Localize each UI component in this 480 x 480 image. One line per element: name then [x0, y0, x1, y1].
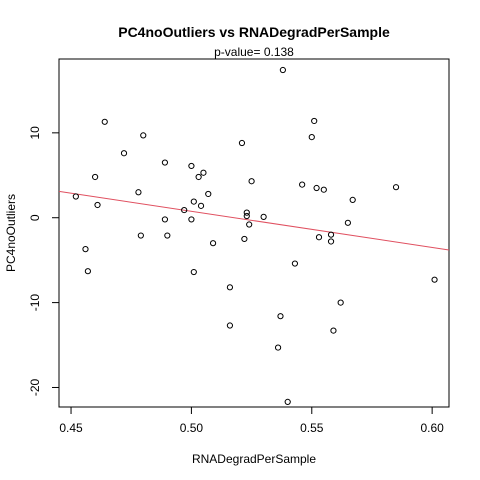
data-point	[188, 216, 195, 223]
regression-line	[58, 190, 450, 251]
data-point	[238, 139, 246, 147]
data-point	[243, 212, 250, 220]
data-point	[135, 189, 142, 196]
data-point	[200, 169, 207, 176]
data-point	[330, 327, 337, 334]
data-point	[274, 344, 282, 351]
x-tick-label: 0.55	[300, 421, 324, 435]
chart-title: PC4noOutliers vs RNADegradPerSample	[118, 24, 390, 40]
data-point	[164, 232, 171, 239]
data-point	[195, 173, 202, 181]
y-tick-label: 0	[28, 214, 42, 221]
y-tick-label: -20	[28, 378, 42, 396]
data-point	[101, 118, 108, 125]
data-point	[205, 190, 212, 198]
chart-subtitle: p-value= 0.138	[214, 45, 294, 59]
data-point	[137, 232, 144, 239]
data-point	[82, 246, 89, 253]
data-point	[140, 132, 147, 139]
data-point	[337, 299, 344, 306]
data-point	[431, 276, 438, 283]
x-tick-label: 0.45	[59, 421, 83, 435]
x-tick-label: 0.50	[180, 421, 204, 435]
data-point	[190, 268, 197, 276]
data-point	[209, 240, 217, 247]
y-tick-label: 10	[28, 126, 42, 140]
data-point	[392, 184, 400, 191]
data-point	[313, 184, 320, 192]
data-point	[311, 117, 318, 125]
data-point	[291, 260, 299, 267]
data-point	[344, 219, 351, 226]
data-point	[248, 178, 255, 185]
data-point	[243, 209, 250, 216]
data-point	[72, 193, 79, 200]
data-point	[327, 231, 335, 238]
data-point	[308, 133, 315, 141]
data-point	[279, 66, 286, 74]
data-point	[284, 398, 291, 406]
data-point	[349, 196, 356, 203]
data-point	[241, 235, 248, 243]
data-point	[84, 268, 91, 275]
data-point	[94, 201, 101, 209]
data-point	[327, 238, 335, 245]
x-axis-label: RNADegradPerSample	[192, 452, 316, 466]
data-point	[197, 202, 205, 209]
data-point	[246, 221, 253, 228]
y-axis-label: PC4noOutliers	[4, 194, 18, 272]
data-point	[161, 159, 169, 166]
data-point	[299, 181, 306, 188]
fit-line-group	[58, 190, 450, 251]
data-point	[92, 173, 99, 181]
data-point	[320, 186, 327, 193]
y-tick-label: -10	[28, 294, 42, 312]
y-axis: -20 -10 0 10	[28, 126, 60, 396]
data-point	[188, 162, 195, 170]
data-point	[190, 198, 197, 205]
plot-frame	[58, 58, 450, 408]
data-point	[226, 284, 234, 291]
x-axis: 0.45 0.50 0.55 0.60	[59, 406, 444, 435]
data-point	[277, 313, 284, 320]
data-point	[315, 234, 323, 241]
data-point	[120, 150, 128, 157]
x-tick-label: 0.60	[420, 421, 444, 435]
data-point	[226, 322, 234, 329]
data-point	[181, 206, 188, 214]
data-point	[161, 216, 169, 223]
points-group	[72, 66, 438, 406]
data-point	[260, 213, 267, 220]
